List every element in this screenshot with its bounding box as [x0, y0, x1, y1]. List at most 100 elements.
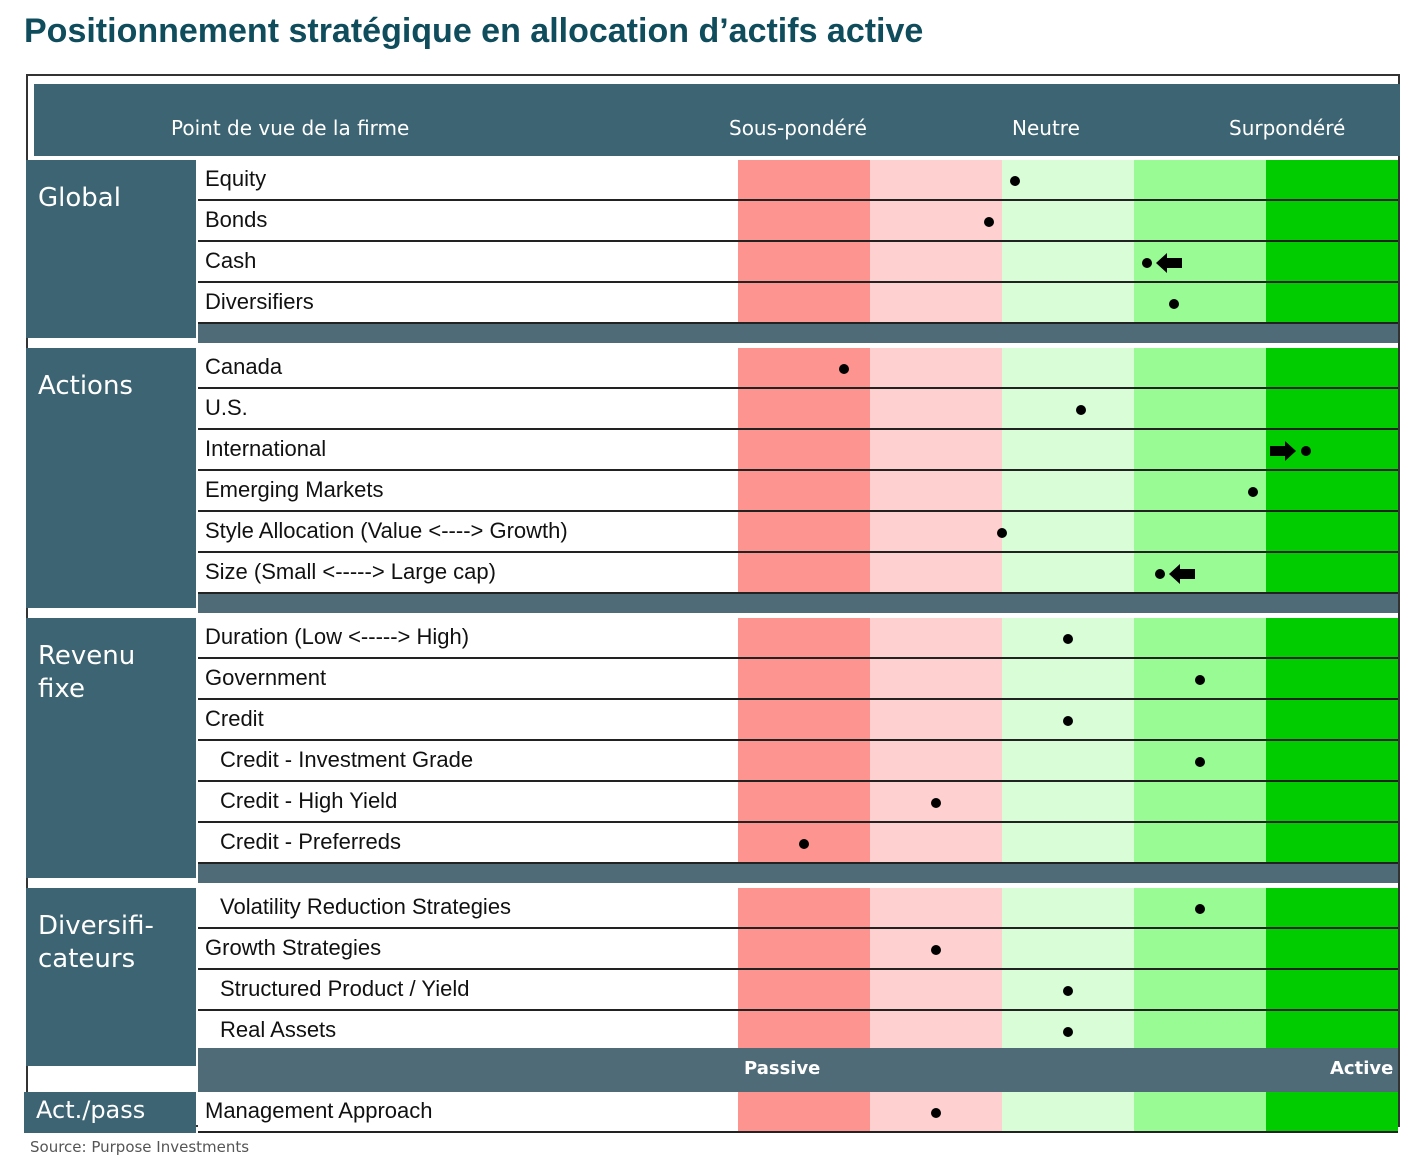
row-label: Credit — [198, 700, 738, 741]
scale-cell — [1134, 929, 1266, 970]
position-dot — [1063, 715, 1073, 726]
scale-cell — [1002, 242, 1134, 283]
row-label: Real Assets — [198, 1011, 738, 1052]
title: Positionnement stratégique en allocation… — [24, 12, 924, 50]
band-left: Passive — [744, 1058, 821, 1079]
scale-cell — [738, 741, 870, 782]
scale-cell — [1002, 823, 1134, 864]
row-label: Size (Small <-----> Large cap) — [198, 553, 738, 594]
scale-cell — [1002, 1092, 1134, 1133]
trend-arrow — [1169, 563, 1196, 584]
row-label: Diversifiers — [198, 283, 738, 324]
position-dot — [1155, 568, 1166, 579]
trend-arrow — [1269, 440, 1296, 461]
row-label: Credit - Investment Grade — [198, 741, 738, 782]
scale-cell — [1266, 823, 1398, 864]
scale-cell — [738, 242, 870, 283]
header-over: Surpondéré — [1229, 116, 1346, 140]
scale-cell — [738, 471, 870, 512]
scale-cell — [738, 782, 870, 823]
scale-cell — [870, 471, 1002, 512]
scale-cell — [1266, 741, 1398, 782]
scale-cell — [1134, 389, 1266, 430]
trend-arrow — [1156, 252, 1183, 273]
scale-cell — [870, 700, 1002, 741]
scale-cell — [1002, 741, 1134, 782]
scale-cell — [1134, 618, 1266, 659]
scale-cell — [738, 700, 870, 741]
row-label: Equity — [198, 160, 738, 201]
scale-cell — [738, 389, 870, 430]
position-dot — [931, 944, 941, 955]
header-neutral: Neutre — [1012, 116, 1080, 140]
row-label: Cash — [198, 242, 738, 283]
row-label: Management Approach — [198, 1092, 738, 1133]
scale-cell — [1266, 618, 1398, 659]
position-dot — [1063, 633, 1073, 644]
scale-cell — [1002, 430, 1134, 471]
scale-cell — [870, 823, 1002, 864]
position-dot — [1010, 175, 1021, 186]
position-dot — [931, 797, 941, 808]
position-dot — [1168, 298, 1179, 309]
scale-cell — [1266, 888, 1398, 929]
scale-cell — [1002, 888, 1134, 929]
scale-cell — [1134, 242, 1266, 283]
row-label: Emerging Markets — [198, 471, 738, 512]
scale-cell — [1266, 700, 1398, 741]
position-dot — [1063, 985, 1073, 996]
scale-cell — [870, 970, 1002, 1011]
scale-cell — [1002, 201, 1134, 242]
scale-cell — [1134, 823, 1266, 864]
scale-cell — [1134, 1092, 1266, 1133]
scale-cell — [1266, 389, 1398, 430]
scale-cell — [1266, 1011, 1398, 1052]
scale-cell — [1002, 160, 1134, 201]
scale-cell — [870, 348, 1002, 389]
position-dot — [931, 1107, 941, 1118]
group-label: Global — [26, 160, 196, 338]
position-dot — [1076, 404, 1087, 415]
scale-cell — [1266, 929, 1398, 970]
group-label: Actions — [26, 348, 196, 608]
scale-cell — [1002, 512, 1134, 553]
scale-cell — [1266, 201, 1398, 242]
row-label: Credit - High Yield — [198, 782, 738, 823]
scale-cell — [870, 553, 1002, 594]
scale-cell — [1002, 659, 1134, 700]
scale-cell — [738, 512, 870, 553]
scale-cell — [1266, 659, 1398, 700]
scale-cell — [1134, 512, 1266, 553]
row-label: U.S. — [198, 389, 738, 430]
scale-cell — [1134, 471, 1266, 512]
scale-cell — [738, 201, 870, 242]
scale-cell — [738, 348, 870, 389]
scale-cell — [1266, 283, 1398, 324]
scale-cell — [1134, 782, 1266, 823]
approach-band — [198, 1048, 1398, 1092]
scale-cell — [870, 512, 1002, 553]
scale-cell — [1134, 160, 1266, 201]
row-label: Structured Product / Yield — [198, 970, 738, 1011]
scale-cell — [870, 659, 1002, 700]
scale-cell — [1266, 471, 1398, 512]
scale-cell — [1002, 348, 1134, 389]
scale-cell — [738, 1011, 870, 1052]
separator — [198, 324, 1398, 343]
scale-cell — [1266, 160, 1398, 201]
scale-cell — [870, 160, 1002, 201]
scale-cell — [1266, 242, 1398, 283]
scale-cell — [1002, 929, 1134, 970]
scale-cell — [1134, 970, 1266, 1011]
group-label: Act./pass — [24, 1092, 196, 1133]
scale-cell — [870, 389, 1002, 430]
scale-cell — [1002, 553, 1134, 594]
header-view: Point de vue de la firme — [171, 116, 410, 140]
scale-cell — [1266, 512, 1398, 553]
scale-cell — [738, 659, 870, 700]
scale-cell — [1266, 782, 1398, 823]
scale-cell — [1002, 389, 1134, 430]
scale-cell — [870, 1011, 1002, 1052]
separator — [198, 594, 1398, 613]
position-dot — [838, 363, 849, 374]
